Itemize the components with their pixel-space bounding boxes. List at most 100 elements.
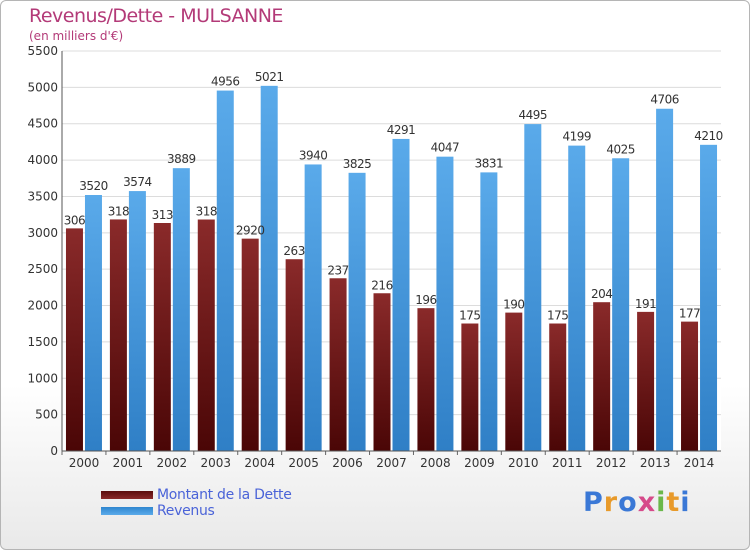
y-tick-label: 0 xyxy=(50,444,58,458)
chart-title: Revenus/Dette - MULSANNE xyxy=(29,5,283,27)
y-tick-label: 2500 xyxy=(27,262,58,276)
bar-debt-2007 xyxy=(373,293,391,451)
bar-revenus-2013 xyxy=(656,108,674,451)
data-label-revenus: 4025 xyxy=(606,142,635,156)
bar-revenus-2012 xyxy=(612,158,630,452)
data-label-revenus: 4956 xyxy=(211,75,240,89)
legend-item-debt: Montant de la Dette xyxy=(101,487,292,503)
bar-revenus-2011 xyxy=(568,145,586,452)
bar-debt-2001 xyxy=(109,219,127,451)
y-tick-label: 2000 xyxy=(27,299,58,313)
data-label-debt: 263 xyxy=(283,244,304,258)
bar-debt-2009 xyxy=(461,323,479,451)
logo-letter: i xyxy=(680,487,691,518)
x-tick-label: 2012 xyxy=(596,456,627,470)
bar-revenus-2000 xyxy=(84,195,102,451)
data-label-revenus: 4047 xyxy=(431,141,460,155)
x-tick-label: 2000 xyxy=(69,456,100,470)
x-tick-label: 2006 xyxy=(332,456,363,470)
data-label-debt: 216 xyxy=(371,278,392,292)
x-tick-label: 2010 xyxy=(508,456,539,470)
x-tick-label: 2003 xyxy=(200,456,231,470)
data-label-revenus: 4291 xyxy=(387,123,416,137)
data-label-debt: 191 xyxy=(635,297,656,311)
data-label-revenus: 3574 xyxy=(123,175,152,189)
y-tick-label: 4500 xyxy=(27,117,58,131)
x-tick-label: 2011 xyxy=(552,456,583,470)
y-tick-label: 1000 xyxy=(27,371,58,385)
x-tick-label: 2009 xyxy=(464,456,495,470)
data-label-debt: 175 xyxy=(459,309,480,323)
logo-letter: x xyxy=(637,487,657,518)
x-tick-label: 2013 xyxy=(640,456,671,470)
x-tick-label: 2007 xyxy=(376,456,407,470)
bar-revenus-2005 xyxy=(304,164,322,452)
x-tick-label: 2001 xyxy=(113,456,144,470)
data-label-debt: 318 xyxy=(196,205,217,219)
chart-subtitle: (en milliers d'€) xyxy=(29,29,124,43)
y-tick-label: 500 xyxy=(35,408,58,422)
x-tick-label: 2008 xyxy=(420,456,451,470)
bar-revenus-2002 xyxy=(172,168,190,451)
plot-area xyxy=(62,51,721,451)
bar-revenus-2006 xyxy=(348,172,366,451)
bar-revenus-2001 xyxy=(128,191,146,451)
data-label-revenus: 4706 xyxy=(650,93,679,107)
bar-revenus-2009 xyxy=(480,172,498,451)
data-label-debt: 313 xyxy=(152,208,173,222)
bar-revenus-2010 xyxy=(524,124,542,451)
data-label-debt: 237 xyxy=(327,263,348,277)
data-label-debt: 196 xyxy=(415,293,436,307)
bar-debt-2006 xyxy=(329,278,347,451)
data-label-revenus: 4495 xyxy=(519,108,548,122)
logo-letter: t xyxy=(666,487,681,518)
x-tick-label: 2005 xyxy=(288,456,319,470)
data-label-revenus: 3940 xyxy=(299,148,328,162)
bar-debt-2002 xyxy=(153,223,171,451)
legend-label-debt: Montant de la Dette xyxy=(157,487,292,503)
x-tick-label: 2002 xyxy=(157,456,188,470)
bar-debt-2013 xyxy=(637,311,655,451)
y-tick-label: 5000 xyxy=(27,80,58,94)
bar-debt-2004 xyxy=(241,238,259,451)
bar-revenus-2008 xyxy=(436,156,454,451)
legend-swatch-debt xyxy=(101,491,153,499)
bar-revenus-2007 xyxy=(392,138,410,451)
data-label-debt: 318 xyxy=(108,204,129,218)
legend: Montant de la Dette Revenus xyxy=(101,487,292,519)
x-tick-label: 2014 xyxy=(684,456,715,470)
data-label-revenus: 4199 xyxy=(562,130,591,144)
y-tick-label: 5500 xyxy=(27,44,58,58)
proxiti-logo: Proxiti xyxy=(583,487,691,518)
legend-label-revenus: Revenus xyxy=(157,503,215,519)
data-label-debt: 306 xyxy=(64,213,85,227)
bar-debt-2014 xyxy=(681,321,699,451)
logo-letter: r xyxy=(603,487,619,518)
data-label-revenus: 3831 xyxy=(475,156,504,170)
bar-revenus-2004 xyxy=(260,85,278,451)
data-label-revenus: 3520 xyxy=(79,179,108,193)
y-tick-label: 1500 xyxy=(27,335,58,349)
y-tick-label: 3500 xyxy=(27,189,58,203)
logo-letter: P xyxy=(583,487,604,518)
y-tick-label: 4000 xyxy=(27,153,58,167)
x-tick-label: 2004 xyxy=(244,456,275,470)
data-label-debt: 177 xyxy=(679,307,700,321)
data-label-debt: 204 xyxy=(591,287,612,301)
bar-debt-2008 xyxy=(417,308,435,451)
bar-debt-2010 xyxy=(505,312,523,451)
logo-letter: o xyxy=(618,487,638,518)
data-label-debt: 190 xyxy=(503,298,524,312)
bar-revenus-2003 xyxy=(216,90,234,452)
bar-debt-2000 xyxy=(65,228,83,451)
y-tick-label: 3000 xyxy=(27,226,58,240)
data-label-revenus: 3825 xyxy=(343,157,372,171)
data-label-revenus: 3889 xyxy=(167,152,196,166)
data-label-revenus: 5021 xyxy=(255,70,284,84)
bar-debt-2005 xyxy=(285,259,303,451)
data-label-debt: 2920 xyxy=(236,224,265,238)
bar-revenus-2014 xyxy=(700,144,718,451)
bar-debt-2011 xyxy=(549,323,567,451)
